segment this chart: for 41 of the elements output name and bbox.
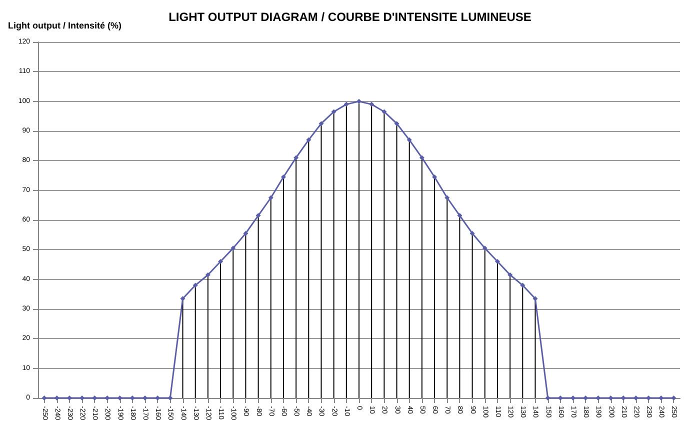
point [532, 296, 538, 302]
point [545, 396, 550, 400]
point [218, 259, 224, 264]
point [306, 137, 312, 142]
point [256, 213, 261, 218]
point [382, 109, 387, 114]
point [344, 102, 349, 107]
point [168, 396, 173, 400]
point [280, 174, 286, 180]
point [268, 195, 274, 200]
point [419, 155, 424, 160]
point [104, 396, 110, 400]
point [117, 396, 122, 400]
point [180, 296, 186, 302]
point [444, 195, 450, 200]
point [318, 121, 324, 126]
point [494, 259, 500, 264]
point [369, 102, 374, 107]
point [230, 246, 236, 251]
chart-title: LIGHT OUTPUT DIAGRAM / COURBE D'INTENSITE LUMINEUSE [168, 10, 532, 24]
point [42, 396, 47, 400]
point [520, 282, 526, 288]
point [356, 98, 362, 104]
point [470, 230, 475, 236]
point [671, 396, 676, 400]
point [432, 174, 438, 180]
y-axis-title: Light output / Intensité (%) [8, 20, 122, 30]
point [294, 155, 299, 160]
point [192, 282, 198, 288]
point [508, 272, 513, 278]
point [570, 396, 576, 400]
point [608, 396, 614, 400]
point [482, 246, 488, 251]
point [596, 396, 601, 400]
point [142, 396, 148, 400]
point [457, 213, 462, 218]
point [394, 121, 400, 126]
point [331, 109, 336, 114]
point [205, 272, 210, 278]
point [243, 230, 248, 236]
point [406, 137, 412, 142]
